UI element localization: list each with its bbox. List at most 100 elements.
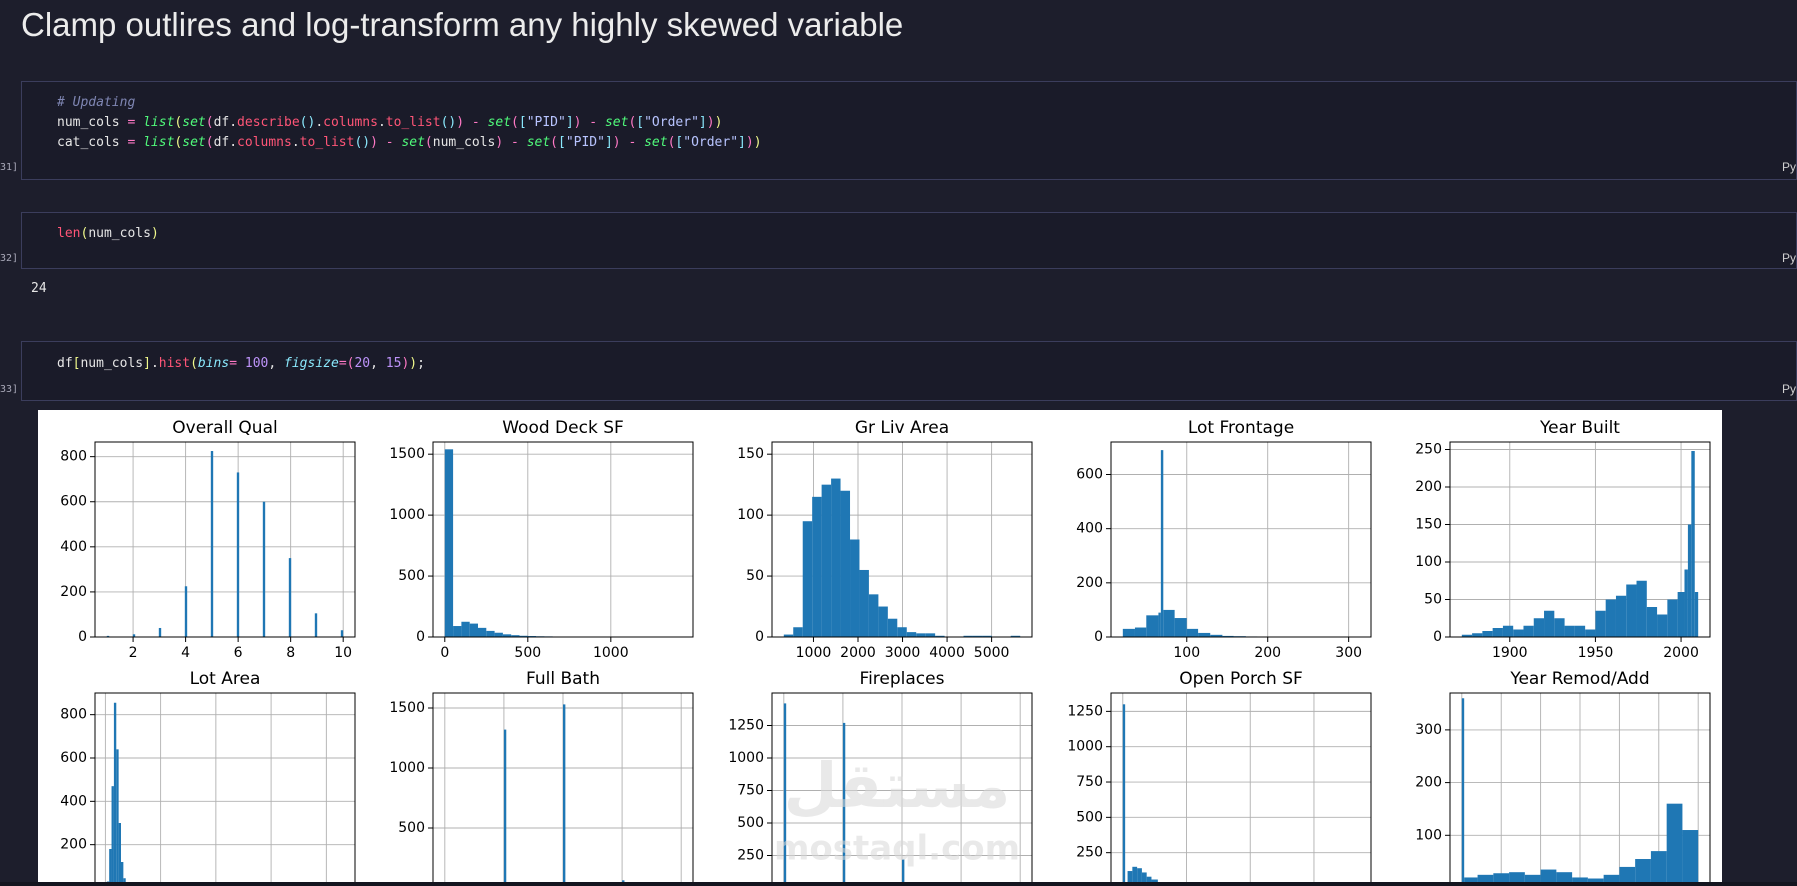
x-tick-label: 1000: [593, 645, 629, 661]
code-token: ]: [698, 115, 707, 130]
y-tick-label: 0: [416, 629, 425, 645]
code-token: [: [518, 115, 527, 130]
histogram-bar: [113, 702, 117, 882]
x-tick-label: 200: [1254, 645, 1281, 661]
histogram-bar: [1635, 859, 1651, 882]
y-tick-label: 50: [1424, 592, 1442, 608]
y-tick-label: 150: [737, 446, 764, 462]
chart-title: Full Bath: [526, 669, 600, 689]
x-tick-label: 2000: [1663, 645, 1699, 661]
y-tick-label: 750: [737, 783, 764, 799]
code-token: -: [581, 115, 605, 130]
chart-title: Open Porch SF: [1179, 669, 1303, 689]
histogram-bar: [859, 569, 869, 637]
y-tick-label: 150: [1415, 517, 1442, 533]
histogram-bar: [1554, 618, 1565, 637]
histogram-bar: [236, 472, 240, 637]
kernel-label: Py: [1782, 382, 1797, 396]
histogram-bar: [842, 722, 846, 882]
histogram-bar: [132, 634, 136, 637]
x-tick-label: 4: [181, 645, 190, 661]
histogram-bar: [444, 449, 454, 637]
code-token: (: [205, 115, 214, 130]
chart-title: Gr Liv Area: [855, 418, 949, 438]
histogram-bar: [1464, 877, 1478, 882]
y-tick-label: 1250: [1067, 703, 1103, 719]
code-token: ): [706, 115, 715, 130]
y-tick-label: 1000: [1067, 739, 1103, 755]
y-tick-label: 300: [1415, 722, 1442, 738]
histogram-bar: [906, 632, 917, 637]
histogram-bar: [511, 635, 520, 637]
y-tick-label: 1000: [728, 750, 764, 766]
histogram-bar: [1134, 627, 1147, 637]
histogram-bar: [1626, 584, 1637, 637]
code-token: ): [714, 115, 723, 130]
code-token: -: [464, 115, 488, 130]
histogram-bar: [897, 627, 907, 637]
code-token: bins: [197, 356, 230, 371]
y-tick-label: 800: [60, 707, 87, 723]
histogram-bar: [783, 703, 787, 882]
x-tick-label: 0: [440, 645, 449, 661]
y-tick-label: 1500: [389, 446, 425, 462]
x-tick-label: 1900: [1492, 645, 1528, 661]
histogram-bar: [1603, 874, 1620, 882]
histogram-bar: [1493, 873, 1510, 882]
y-tick-label: 500: [398, 568, 425, 584]
histogram-bar: [1523, 625, 1534, 637]
code-token: ): [150, 226, 159, 241]
x-tick-label: 1950: [1578, 645, 1614, 661]
code-token: df: [57, 356, 73, 371]
y-tick-label: 200: [1415, 775, 1442, 791]
y-tick-label: 400: [60, 793, 87, 809]
code-token: columns: [237, 135, 292, 150]
code-token: len: [57, 226, 81, 241]
code-token: "PID": [565, 135, 605, 150]
histogram-bar: [1509, 872, 1525, 882]
histogram-bar: [1691, 451, 1695, 637]
y-tick-label: 200: [60, 837, 87, 853]
code-token: =: [119, 135, 144, 150]
histogram-bar: [793, 627, 803, 637]
histogram-bar: [1146, 615, 1159, 637]
histogram-bar: [902, 859, 905, 882]
y-tick-label: 500: [398, 820, 425, 836]
y-tick-label: 200: [1415, 479, 1442, 495]
histogram-bar: [1540, 869, 1557, 882]
code-token: ]: [604, 135, 613, 150]
code-token: [: [636, 115, 645, 130]
code-token: num_cols: [57, 115, 120, 130]
histogram-bar: [1461, 634, 1473, 637]
y-tick-label: 750: [1076, 774, 1103, 790]
histogram-bar: [1646, 607, 1658, 637]
code-token: to_list: [299, 135, 355, 150]
histogram-bar: [502, 634, 512, 637]
histogram-bar: [821, 484, 832, 637]
code-token: ): [370, 135, 378, 150]
histogram-bar: [158, 627, 162, 637]
histogram-bar: [1513, 629, 1524, 637]
histogram-bar: [120, 862, 124, 882]
histogram-bar: [1132, 866, 1138, 882]
code-line: len(num_cols): [57, 224, 159, 244]
code-token: -: [377, 135, 402, 150]
histogram-bar: [1146, 876, 1152, 882]
histogram-bar: [494, 632, 503, 637]
histogram-bar: [802, 521, 813, 637]
x-tick-label: 6: [234, 645, 243, 661]
code-token: [: [558, 135, 566, 150]
histogram-bar: [868, 594, 879, 637]
histogram-bar: [1572, 877, 1588, 882]
execution-count: 33]: [0, 384, 19, 395]
code-cell: [21, 341, 1797, 401]
y-tick-label: 600: [60, 494, 87, 510]
code-token: [: [72, 356, 81, 371]
watermark: mostaql.com: [774, 829, 1020, 869]
code-token: [: [675, 135, 684, 150]
histogram-bar: [1544, 610, 1555, 637]
histogram-bar: [840, 490, 851, 637]
histogram-bar: [1137, 868, 1142, 882]
x-tick-label: 500: [514, 645, 541, 661]
